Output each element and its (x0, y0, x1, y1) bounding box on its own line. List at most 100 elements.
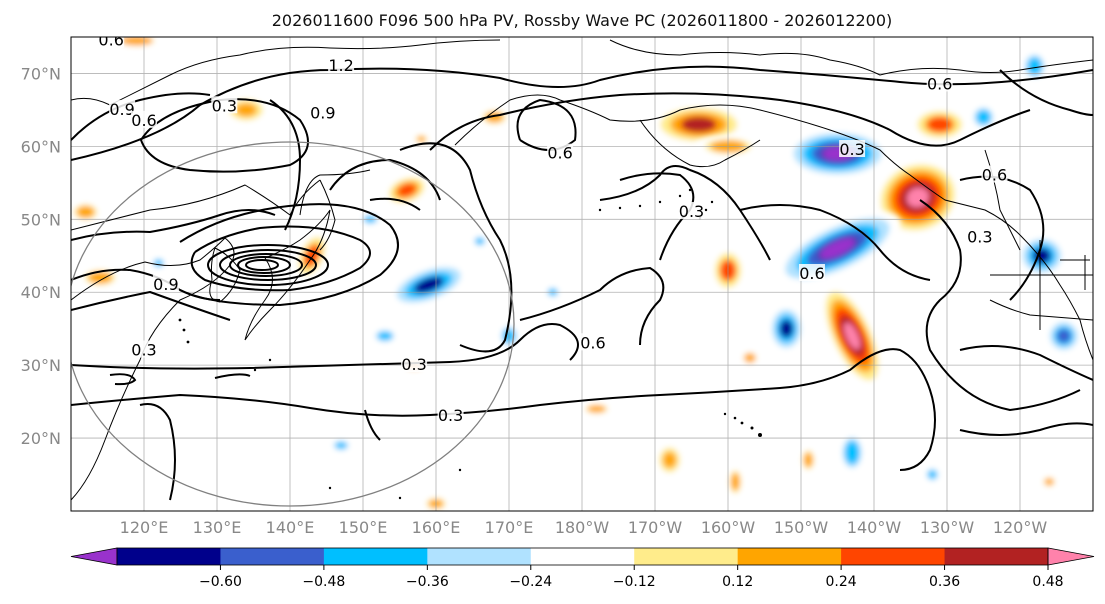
contour-label-bg (211, 96, 238, 114)
contour-label-bg (966, 227, 993, 245)
anomaly-feature (924, 466, 941, 483)
anomaly-feature (838, 430, 866, 475)
contour-label: 0.6 (982, 166, 1007, 185)
colorbar-tick-label: 0.12 (722, 574, 753, 590)
anomaly-shell (819, 237, 856, 259)
contour-labels: 0.31.20.90.6 0.90.60.90.30.30.30.60.30.60… (98, 37, 1008, 425)
anomaly-shell (928, 470, 937, 479)
colorbar-swatch (117, 548, 221, 565)
anomaly-shell (120, 37, 153, 46)
contour-label-bg (109, 99, 136, 117)
colorbar-swatch (841, 548, 946, 565)
anomaly-shell (1027, 57, 1042, 75)
anomaly-feature (784, 128, 891, 179)
domain-circle (71, 141, 515, 507)
anomaly-shell (153, 259, 164, 267)
colorbar-tick-label: −0.12 (613, 574, 656, 590)
colorbar-swatch (944, 548, 1049, 565)
chart-title: 2026011600 F096 500 hPa PV, Rossby Wave … (272, 11, 893, 30)
anomaly-feature (799, 446, 817, 474)
anomaly-shell (475, 237, 485, 245)
contour-label: 0.6 (131, 111, 156, 130)
contour-label: 0.3 (212, 96, 237, 115)
colorbar-tick-label: 0.48 (1032, 574, 1063, 590)
anomaly-shell (587, 405, 606, 413)
contour-label-bg (579, 333, 606, 351)
lon-tick-label: 170°W (628, 518, 683, 537)
lon-tick-label: 120°W (993, 518, 1048, 537)
anomaly-feature (768, 304, 805, 353)
anomaly-feature (655, 442, 684, 478)
anomaly-feature (1045, 318, 1082, 354)
lat-tick-label: 50°N (21, 210, 61, 229)
lon-tick-labels: 120°E 130°E 140°E 150°E 160°E 170°E 180°W 170°W… (120, 518, 1048, 537)
anomaly-shell (417, 136, 426, 143)
anomaly-feature (477, 107, 512, 128)
anomaly-shell (1057, 329, 1071, 343)
anomaly-feature (580, 402, 614, 416)
contour-label: 0.6 (547, 144, 572, 163)
colorbar-swatch (530, 548, 635, 565)
anomaly-shell (780, 320, 793, 338)
lat-tick-label: 70°N (21, 64, 61, 83)
contour-label: 0.6 (580, 333, 605, 352)
contour-label: 0.9 (153, 275, 178, 294)
colorbar: −0.60 −0.48 −0.36 −0.24 −0.12 0.12 0.24 0.36 0.4… (70, 547, 1095, 590)
colorbar-frame (116, 547, 1049, 566)
contour-label-bg (839, 140, 866, 158)
contour-label-bg (798, 264, 825, 281)
lat-tick-label: 30°N (21, 356, 61, 375)
contour-label-bg (926, 74, 953, 92)
contour-label: 1.2 (328, 56, 353, 75)
contour-label-bg (309, 103, 336, 121)
anomaly-shell (88, 271, 112, 284)
contour-label: 0.9 (109, 100, 134, 119)
anomaly-feature (371, 327, 399, 345)
contour-label-bg (98, 37, 125, 48)
contour-label-bg (981, 165, 1008, 183)
contour-label-bg (437, 406, 464, 424)
anomaly-shell (730, 473, 740, 491)
anomaly-shell (803, 452, 813, 468)
colorbar-tick-label: 0.36 (929, 574, 960, 590)
colorbar-tick-label: −0.48 (302, 574, 345, 590)
lon-tick-label: 170°E (485, 518, 534, 537)
contour-label: 0.9 (310, 104, 335, 123)
anomaly-feature (471, 234, 488, 248)
anomaly-shell (398, 184, 416, 197)
lon-tick-label: 140°E (266, 518, 315, 537)
anomaly-feature (1040, 475, 1058, 489)
contour-label-bg (401, 355, 428, 373)
lat-tick-label: 20°N (21, 429, 61, 448)
anomaly-shell (844, 440, 860, 465)
anomaly-shell (76, 206, 95, 218)
anomaly-shell (844, 322, 861, 350)
contour-label-bg (678, 202, 705, 220)
anomaly-feature (1020, 49, 1049, 83)
contour-label: 0.6 (927, 74, 952, 93)
lon-tick-label: 180°W (555, 518, 610, 537)
contour-label-bg (131, 340, 157, 358)
lon-tick-label: 140°W (847, 518, 902, 537)
contour-label: 0.3 (401, 355, 426, 374)
anomaly-shell (682, 117, 716, 132)
contour-label: 0.3 (438, 406, 463, 425)
lat-tick-label: 40°N (21, 283, 61, 302)
lat-tick-label: 60°N (21, 137, 61, 156)
colorbar-tick-label: 0.24 (826, 574, 857, 590)
colorbar-tick-label: −0.60 (199, 574, 242, 590)
anomaly-feature (150, 256, 167, 270)
anomaly-shell (662, 451, 677, 468)
contour-label-bg (328, 56, 355, 74)
colorbar-extend-low (70, 547, 118, 566)
anomaly-feature (650, 103, 748, 146)
anomaly-feature (740, 349, 760, 366)
colorbar-swatch (737, 548, 842, 565)
colorbar-tick-label: −0.36 (406, 574, 449, 590)
colorbar-swatch (427, 548, 532, 565)
lon-tick-label: 150°E (339, 518, 388, 537)
anomaly-feature (910, 106, 970, 143)
anomaly-shell (235, 103, 257, 117)
anomaly-feature (969, 103, 998, 132)
